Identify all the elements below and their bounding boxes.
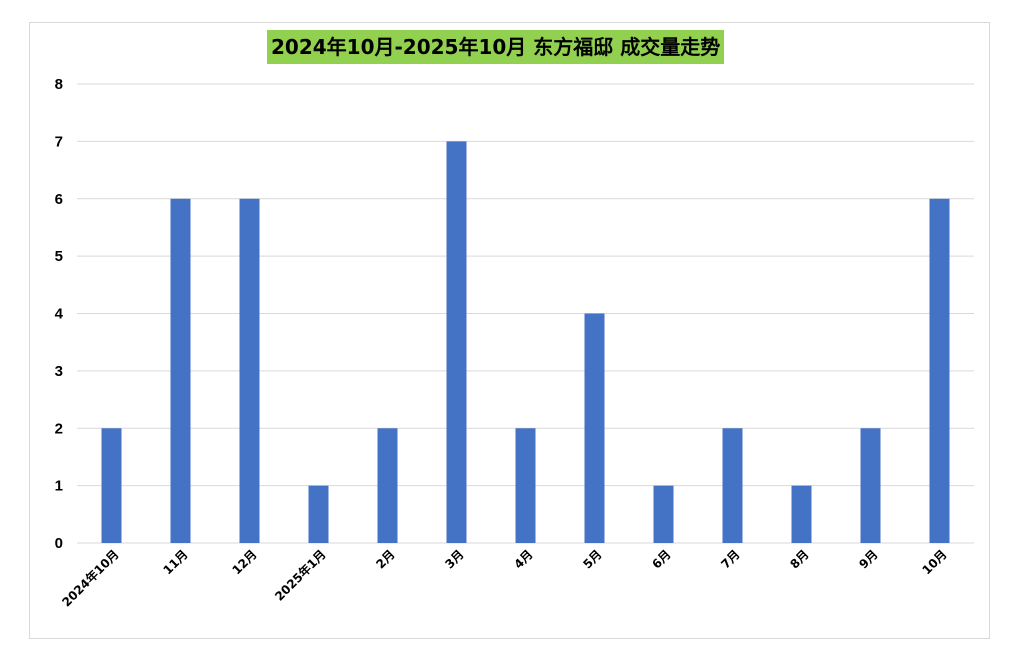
- y-axis-ticks: 0 1 2 3 4 5 6 7 8: [55, 76, 64, 552]
- x-tick-label: 8月: [787, 547, 811, 571]
- gridlines: [77, 83, 974, 544]
- x-axis-ticks: 2024年10月 11月 12月 2025年1月 2月 3月 4月 5月 6月 7月 8月 9月 10月: [59, 547, 950, 610]
- bars: [101, 141, 950, 543]
- x-tick-label: 11月: [160, 547, 190, 577]
- y-tick-label: 7: [55, 133, 63, 150]
- x-tick-label: 5月: [580, 547, 604, 571]
- bar-12: [929, 198, 950, 543]
- y-tick-label: 3: [55, 363, 63, 380]
- x-tick-label: 2024年10月: [59, 547, 122, 610]
- x-tick-label: 10月: [919, 547, 949, 577]
- bar-5: [446, 141, 467, 543]
- bar-8: [653, 485, 674, 543]
- bar-3: [308, 485, 329, 543]
- x-tick-label: 7月: [718, 547, 742, 571]
- x-tick-label: 2025年1月: [272, 547, 329, 604]
- y-tick-label: 0: [55, 535, 63, 552]
- x-tick-label: 4月: [511, 547, 535, 571]
- bar-0: [101, 428, 122, 543]
- y-tick-label: 2: [55, 420, 63, 437]
- bar-2: [239, 198, 260, 543]
- x-tick-label: 12月: [229, 547, 259, 577]
- y-tick-label: 5: [55, 248, 63, 265]
- bar-11: [860, 428, 881, 543]
- x-tick-label: 6月: [649, 547, 673, 571]
- x-tick-label: 9月: [856, 547, 880, 571]
- bar-1: [170, 198, 191, 543]
- bar-9: [722, 428, 743, 543]
- bar-4: [377, 428, 398, 543]
- y-tick-label: 6: [55, 191, 63, 208]
- x-tick-label: 2月: [373, 547, 397, 571]
- y-tick-label: 8: [55, 76, 63, 93]
- bar-6: [515, 428, 536, 543]
- bar-10: [791, 485, 812, 543]
- bar-7: [584, 313, 605, 543]
- chart-title: 2024年10月-2025年10月 东方福邸 成交量走势: [267, 30, 725, 64]
- y-tick-label: 4: [55, 306, 64, 323]
- y-tick-label: 1: [55, 478, 63, 495]
- x-tick-label: 3月: [442, 547, 466, 571]
